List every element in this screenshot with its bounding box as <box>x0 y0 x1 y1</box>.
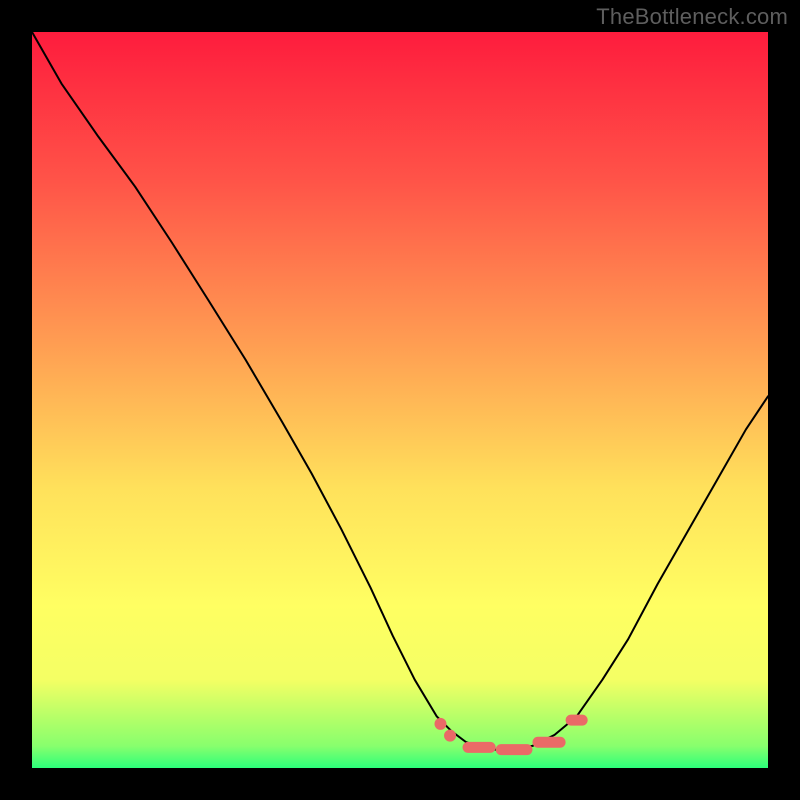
chart-frame: TheBottleneck.com <box>0 0 800 800</box>
marker-pill <box>496 744 533 755</box>
plot-area <box>32 32 768 768</box>
watermark-text: TheBottleneck.com <box>596 4 788 30</box>
marker-pill <box>566 715 588 726</box>
marker-dot <box>444 730 456 742</box>
marker-layer <box>32 32 768 768</box>
marker-dot <box>434 718 446 730</box>
marker-pill <box>532 737 565 748</box>
marker-pill <box>463 742 496 753</box>
